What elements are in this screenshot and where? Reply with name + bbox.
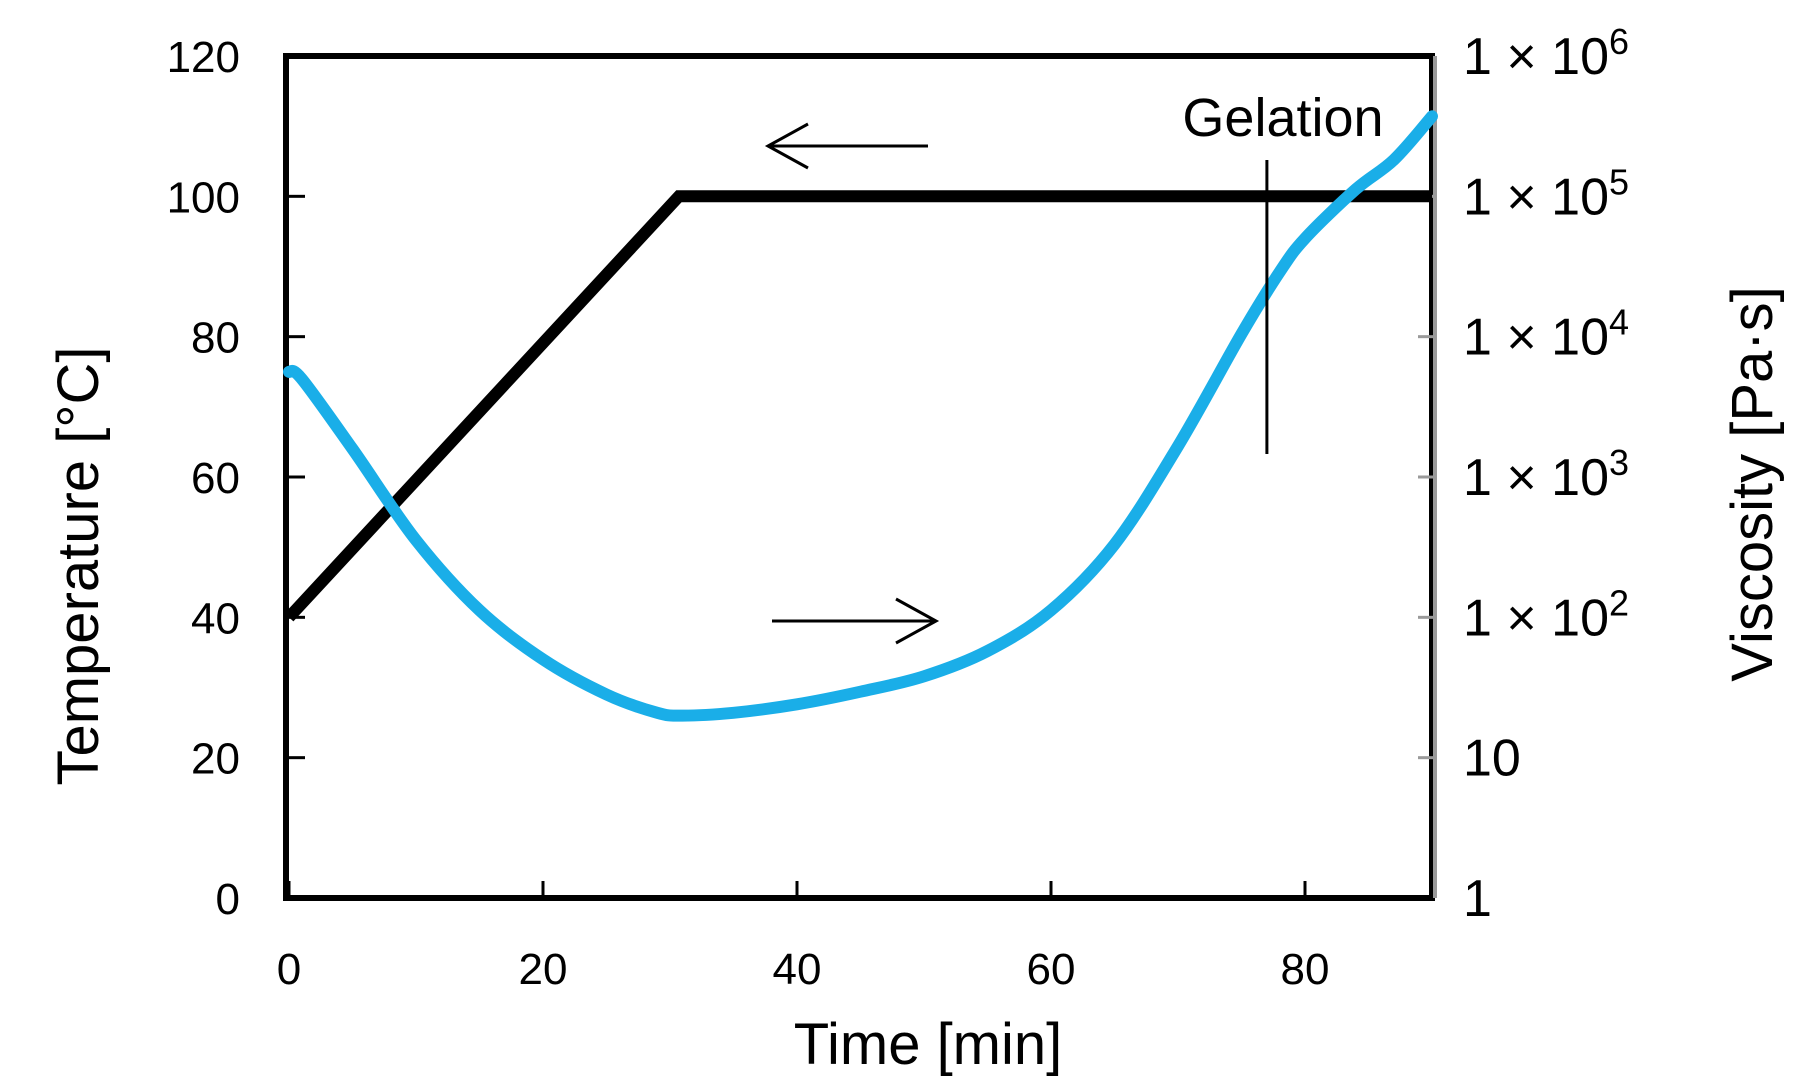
right-tick-label: 10 [1463, 730, 1521, 788]
left-tick-label: 0 [216, 875, 240, 924]
right-tick-label: 1 × 106 [1463, 21, 1629, 86]
right-axis-ticks: 1 10 1 × 102 1 × 103 1 × 104 1 × 105 1 × 106 [1418, 21, 1629, 928]
left-tick-label: 120 [167, 33, 240, 82]
x-axis-title: Time [min] [794, 1012, 1063, 1077]
plot-frame [283, 53, 1435, 901]
x-tick-label: 20 [519, 945, 568, 994]
x-axis-ticks: 0 20 40 60 80 [277, 881, 1330, 994]
right-tick-label: 1 × 105 [1463, 161, 1629, 226]
left-tick-label: 20 [191, 735, 240, 784]
left-axis-title: Temperature [°C] [46, 346, 111, 785]
gelation-label: Gelation [1182, 88, 1383, 148]
right-axis-title: Viscosity [Pa·s] [1720, 286, 1785, 681]
left-axis-ticks: 0 20 40 60 80 100 120 [167, 33, 305, 924]
right-tick-label: 1 × 104 [1463, 302, 1629, 367]
viscosity-series-line [283, 110, 1438, 722]
x-tick-label: 80 [1281, 945, 1330, 994]
left-tick-label: 60 [191, 454, 240, 503]
right-tick-label: 1 × 103 [1463, 442, 1629, 507]
temperature-series-line [284, 190, 1432, 622]
x-tick-label: 60 [1027, 945, 1076, 994]
right-tick-label: 1 × 102 [1463, 582, 1629, 647]
viscosity-axis-arrow [772, 597, 940, 645]
left-tick-label: 100 [167, 173, 240, 222]
right-tick-label: 1 [1463, 870, 1492, 928]
temperature-axis-arrow [764, 122, 928, 170]
left-tick-label: 80 [191, 314, 240, 363]
x-tick-label: 40 [773, 945, 822, 994]
x-tick-label: 0 [277, 945, 301, 994]
left-tick-label: 40 [191, 594, 240, 643]
